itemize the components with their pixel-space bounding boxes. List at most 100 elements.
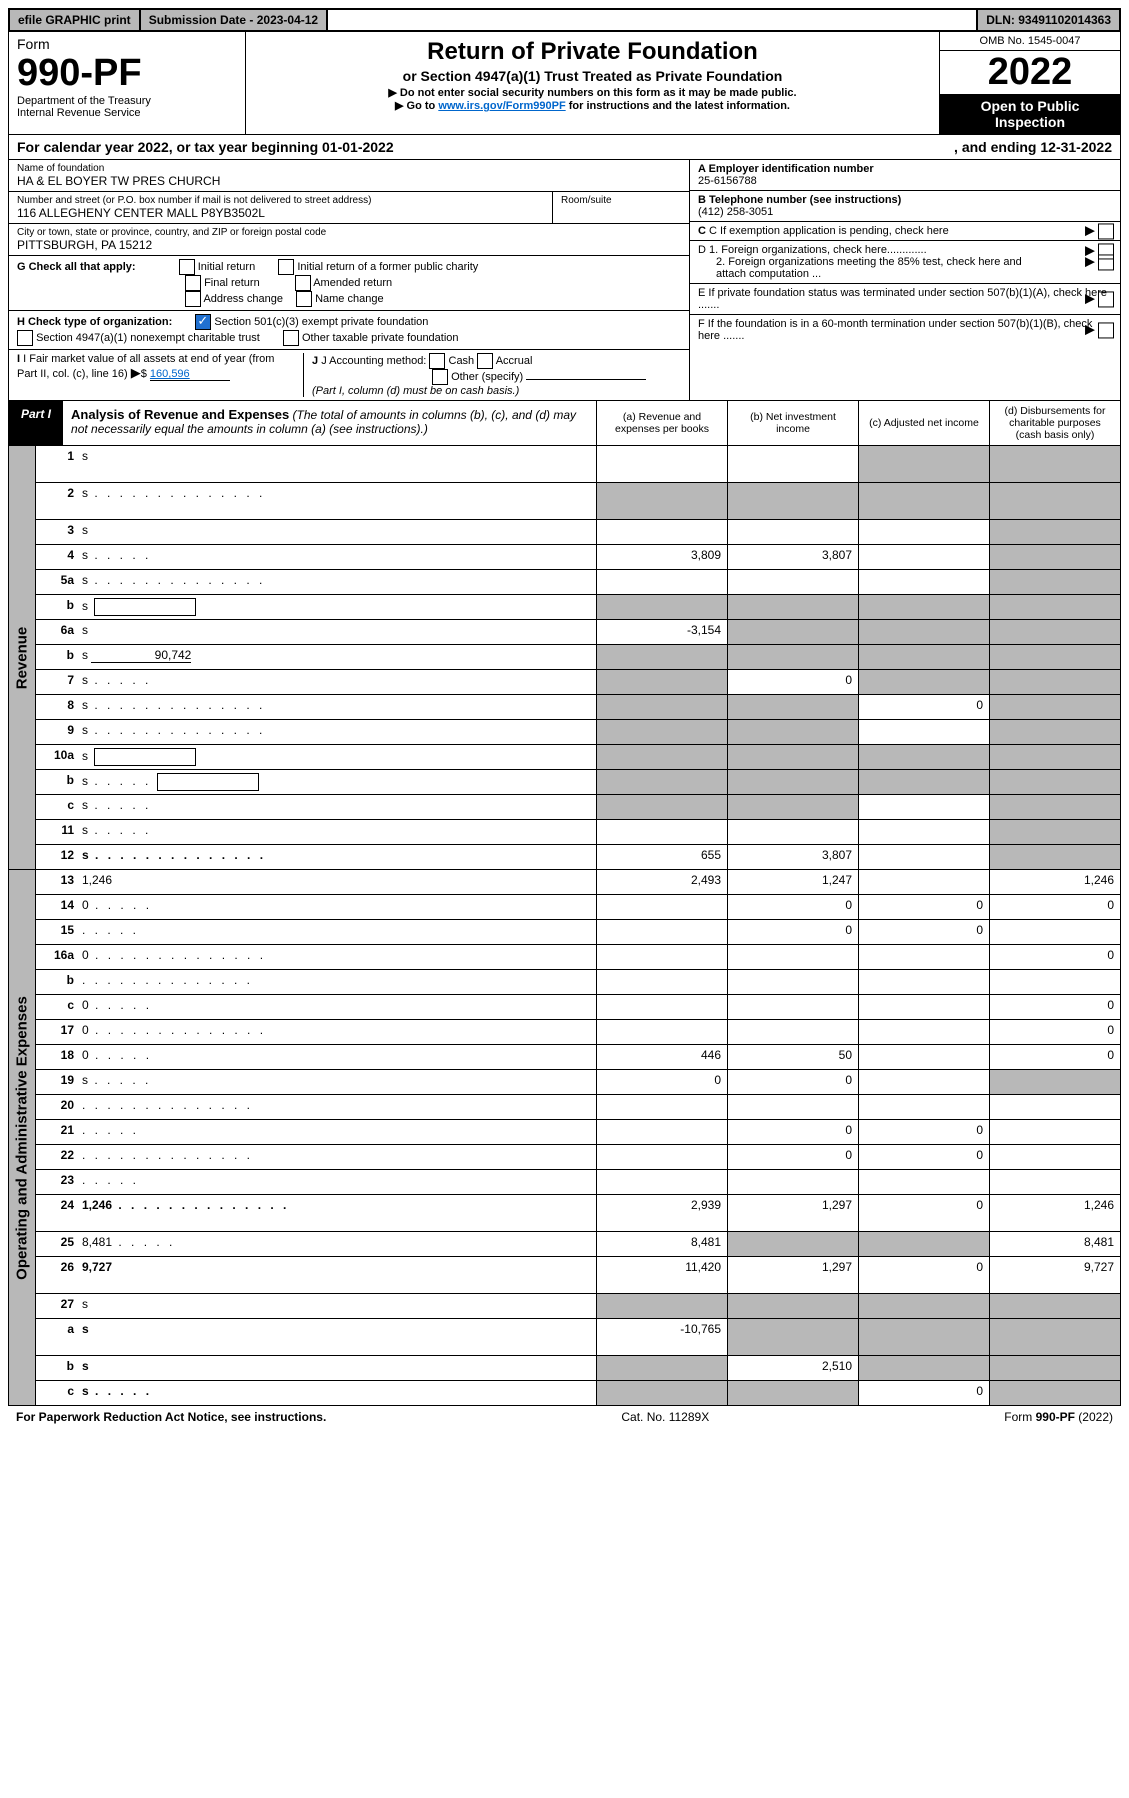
row-d: D 1. Foreign organizations, check here..… <box>690 241 1120 284</box>
checkbox-initial-former[interactable] <box>278 259 294 275</box>
checkbox-d2[interactable] <box>1098 254 1114 270</box>
fmv-value[interactable]: 160,596 <box>150 368 230 381</box>
table-row: 131,2462,4931,2471,246 <box>36 870 1120 895</box>
table-row: 241,2462,9391,29701,246 <box>36 1195 1120 1232</box>
table-row: 16a00 <box>36 945 1120 970</box>
row-e: E If private foundation status was termi… <box>690 284 1120 315</box>
expenses-side-label: Operating and Administrative Expenses <box>9 870 36 1405</box>
table-row: 9s <box>36 720 1120 745</box>
address: 116 ALLEGHENY CENTER MALL P8YB3502L <box>17 206 544 220</box>
checkbox-other-method[interactable] <box>432 369 448 385</box>
phone-row: B Telephone number (see instructions) (4… <box>690 191 1120 222</box>
row-c: C C If exemption application is pending,… <box>690 222 1120 241</box>
table-row: 6as-3,154 <box>36 620 1120 645</box>
checks-g: G Check all that apply: Initial return I… <box>9 256 689 311</box>
table-row: 7s0 <box>36 670 1120 695</box>
col-c-header: (c) Adjusted net income <box>858 401 989 445</box>
table-row: bs 90,742 <box>36 645 1120 670</box>
phone: (412) 258-3051 <box>698 206 773 218</box>
table-row: 180446500 <box>36 1045 1120 1070</box>
table-row: bs2,510 <box>36 1356 1120 1381</box>
checkbox-accrual[interactable] <box>477 353 493 369</box>
dln: DLN: 93491102014363 <box>978 10 1119 30</box>
checkbox-cash[interactable] <box>429 353 445 369</box>
submission-date: Submission Date - 2023-04-12 <box>141 10 326 30</box>
column-headers: (a) Revenue and expenses per books (b) N… <box>596 401 1120 445</box>
table-row: 11s <box>36 820 1120 845</box>
entity-right: A Employer identification number 25-6156… <box>689 160 1120 400</box>
part-label: Part I <box>9 401 63 445</box>
foundation-name-row: Name of foundation HA & EL BOYER TW PRES… <box>9 160 689 192</box>
cal-year-begin: For calendar year 2022, or tax year begi… <box>17 139 394 155</box>
ein: 25-6156788 <box>698 175 757 187</box>
address-row: Number and street (or P.O. box number if… <box>9 192 689 224</box>
footer-left: For Paperwork Reduction Act Notice, see … <box>16 1410 326 1424</box>
checkbox-other-taxable[interactable] <box>283 330 299 346</box>
tax-year: 2022 <box>940 51 1120 94</box>
table-row: 8s0 <box>36 695 1120 720</box>
open-public: Open to Public Inspection <box>940 94 1120 134</box>
form-number: 990-PF <box>17 52 237 95</box>
room-label: Room/suite <box>561 195 681 206</box>
table-row: 2100 <box>36 1120 1120 1145</box>
form-subtitle: or Section 4947(a)(1) Trust Treated as P… <box>258 68 927 84</box>
city-row: City or town, state or province, country… <box>9 224 689 256</box>
calendar-year-row: For calendar year 2022, or tax year begi… <box>8 135 1121 160</box>
header-center: Return of Private Foundation or Section … <box>246 32 939 134</box>
table-row: 258,4818,4818,481 <box>36 1232 1120 1257</box>
table-row: c00 <box>36 995 1120 1020</box>
table-row: 10as <box>36 745 1120 770</box>
part-title: Analysis of Revenue and Expenses (The to… <box>63 401 596 445</box>
header-note-2: ▶ Go to www.irs.gov/Form990PF for instru… <box>258 99 927 112</box>
revenue-side-label: Revenue <box>9 446 36 869</box>
header-note-1: ▶ Do not enter social security numbers o… <box>258 86 927 99</box>
footer-right: Form 990-PF (2022) <box>1004 1410 1113 1424</box>
form-link[interactable]: www.irs.gov/Form990PF <box>438 100 565 112</box>
revenue-body: 1s2s3s4s3,8093,8075asbs6as-3,154bs 90,74… <box>36 446 1120 869</box>
entity-left: Name of foundation HA & EL BOYER TW PRES… <box>9 160 689 400</box>
row-i-j: I I Fair market value of all assets at e… <box>9 350 689 400</box>
col-d-header: (d) Disbursements for charitable purpose… <box>989 401 1120 445</box>
table-row: as-10,765 <box>36 1319 1120 1356</box>
checkbox-amended[interactable] <box>295 275 311 291</box>
table-row: bs <box>36 595 1120 620</box>
checkbox-initial-return[interactable] <box>179 259 195 275</box>
checkbox-f[interactable] <box>1098 323 1114 339</box>
table-row: 5as <box>36 570 1120 595</box>
table-row: 2s <box>36 483 1120 520</box>
footer-center: Cat. No. 11289X <box>621 1410 709 1424</box>
expenses-body: 131,2462,4931,2471,246140000150016a00bc0… <box>36 870 1120 1405</box>
table-row: 12s6553,807 <box>36 845 1120 869</box>
table-row: cs0 <box>36 1381 1120 1405</box>
city-state: PITTSBURGH, PA 15212 <box>17 238 681 252</box>
part-header: Part I Analysis of Revenue and Expenses … <box>8 401 1121 446</box>
omb-number: OMB No. 1545-0047 <box>940 32 1120 51</box>
top-spacer <box>328 10 976 30</box>
table-row: 2200 <box>36 1145 1120 1170</box>
table-row: bs <box>36 770 1120 795</box>
dept-treasury: Department of the Treasury <box>17 95 237 107</box>
revenue-section: Revenue 1s2s3s4s3,8093,8075asbs6as-3,154… <box>8 446 1121 870</box>
header-left: Form 990-PF Department of the Treasury I… <box>9 32 246 134</box>
table-row: 20 <box>36 1095 1120 1120</box>
header-right: OMB No. 1545-0047 2022 Open to Public In… <box>939 32 1120 134</box>
ein-row: A Employer identification number 25-6156… <box>690 160 1120 191</box>
checkbox-final-return[interactable] <box>185 275 201 291</box>
checkbox-name-change[interactable] <box>296 291 312 307</box>
checkbox-c[interactable] <box>1098 224 1114 240</box>
checkbox-4947[interactable] <box>17 330 33 346</box>
row-f: F If the foundation is in a 60-month ter… <box>690 315 1120 345</box>
checks-h: H Check type of organization: Section 50… <box>9 311 689 350</box>
table-row: 19s00 <box>36 1070 1120 1095</box>
form-word: Form <box>17 36 237 52</box>
table-row: 27s <box>36 1294 1120 1319</box>
checkbox-501c3[interactable] <box>195 314 211 330</box>
checkbox-e[interactable] <box>1098 292 1114 308</box>
efile-label[interactable]: efile GRAPHIC print <box>10 10 139 30</box>
col-b-header: (b) Net investment income <box>727 401 858 445</box>
table-row: 140000 <box>36 895 1120 920</box>
table-row: 23 <box>36 1170 1120 1195</box>
table-row: cs <box>36 795 1120 820</box>
checkbox-address-change[interactable] <box>185 291 201 307</box>
table-row: 4s3,8093,807 <box>36 545 1120 570</box>
